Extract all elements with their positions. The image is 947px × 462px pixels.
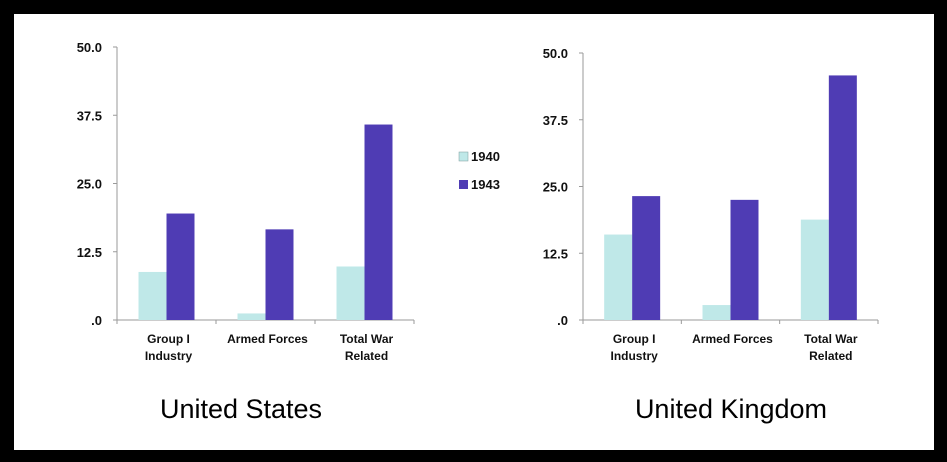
x-category-label: Armed Forces	[692, 332, 773, 346]
bar-1943	[632, 196, 661, 320]
bar-1943	[364, 124, 393, 320]
chart-title: United Kingdom	[635, 394, 827, 424]
x-category-label: Total War	[804, 332, 858, 346]
y-tick-label: 37.5	[543, 113, 568, 128]
x-category-label: Industry	[145, 349, 193, 363]
y-tick-label: 37.5	[77, 108, 102, 123]
legend-swatch-1940	[458, 151, 469, 162]
y-tick-label: 12.5	[77, 245, 102, 260]
chart-title: United States	[160, 394, 322, 424]
x-category-label: Related	[809, 349, 852, 363]
y-tick-label: 12.5	[543, 246, 568, 261]
bar-1943	[166, 213, 195, 320]
bar-1940	[237, 313, 266, 320]
x-category-label: Group I	[147, 332, 190, 346]
x-category-label: Total War	[340, 332, 394, 346]
bar-1940	[336, 266, 365, 320]
bar-1943	[265, 229, 294, 320]
y-tick-label: .0	[91, 313, 102, 328]
bar-1940	[604, 234, 633, 320]
y-tick-label: 25.0	[543, 180, 568, 195]
legend-swatch-1943	[459, 180, 468, 189]
bar-1940	[800, 219, 829, 320]
legend-label: 1940	[471, 149, 500, 164]
bar-1943	[828, 75, 857, 320]
legend-label: 1943	[471, 177, 500, 192]
x-category-label: Related	[345, 349, 388, 363]
x-category-label: Armed Forces	[227, 332, 308, 346]
x-category-label: Industry	[610, 349, 658, 363]
x-category-label: Group I	[613, 332, 656, 346]
bar-1943	[730, 199, 759, 320]
y-tick-label: 25.0	[77, 177, 102, 192]
bar-1940	[702, 305, 731, 320]
chart-frame	[12, 12, 936, 452]
y-tick-label: 50.0	[543, 46, 568, 61]
y-tick-label: 50.0	[77, 40, 102, 55]
y-tick-label: .0	[557, 313, 568, 328]
bar-1940	[138, 271, 167, 320]
